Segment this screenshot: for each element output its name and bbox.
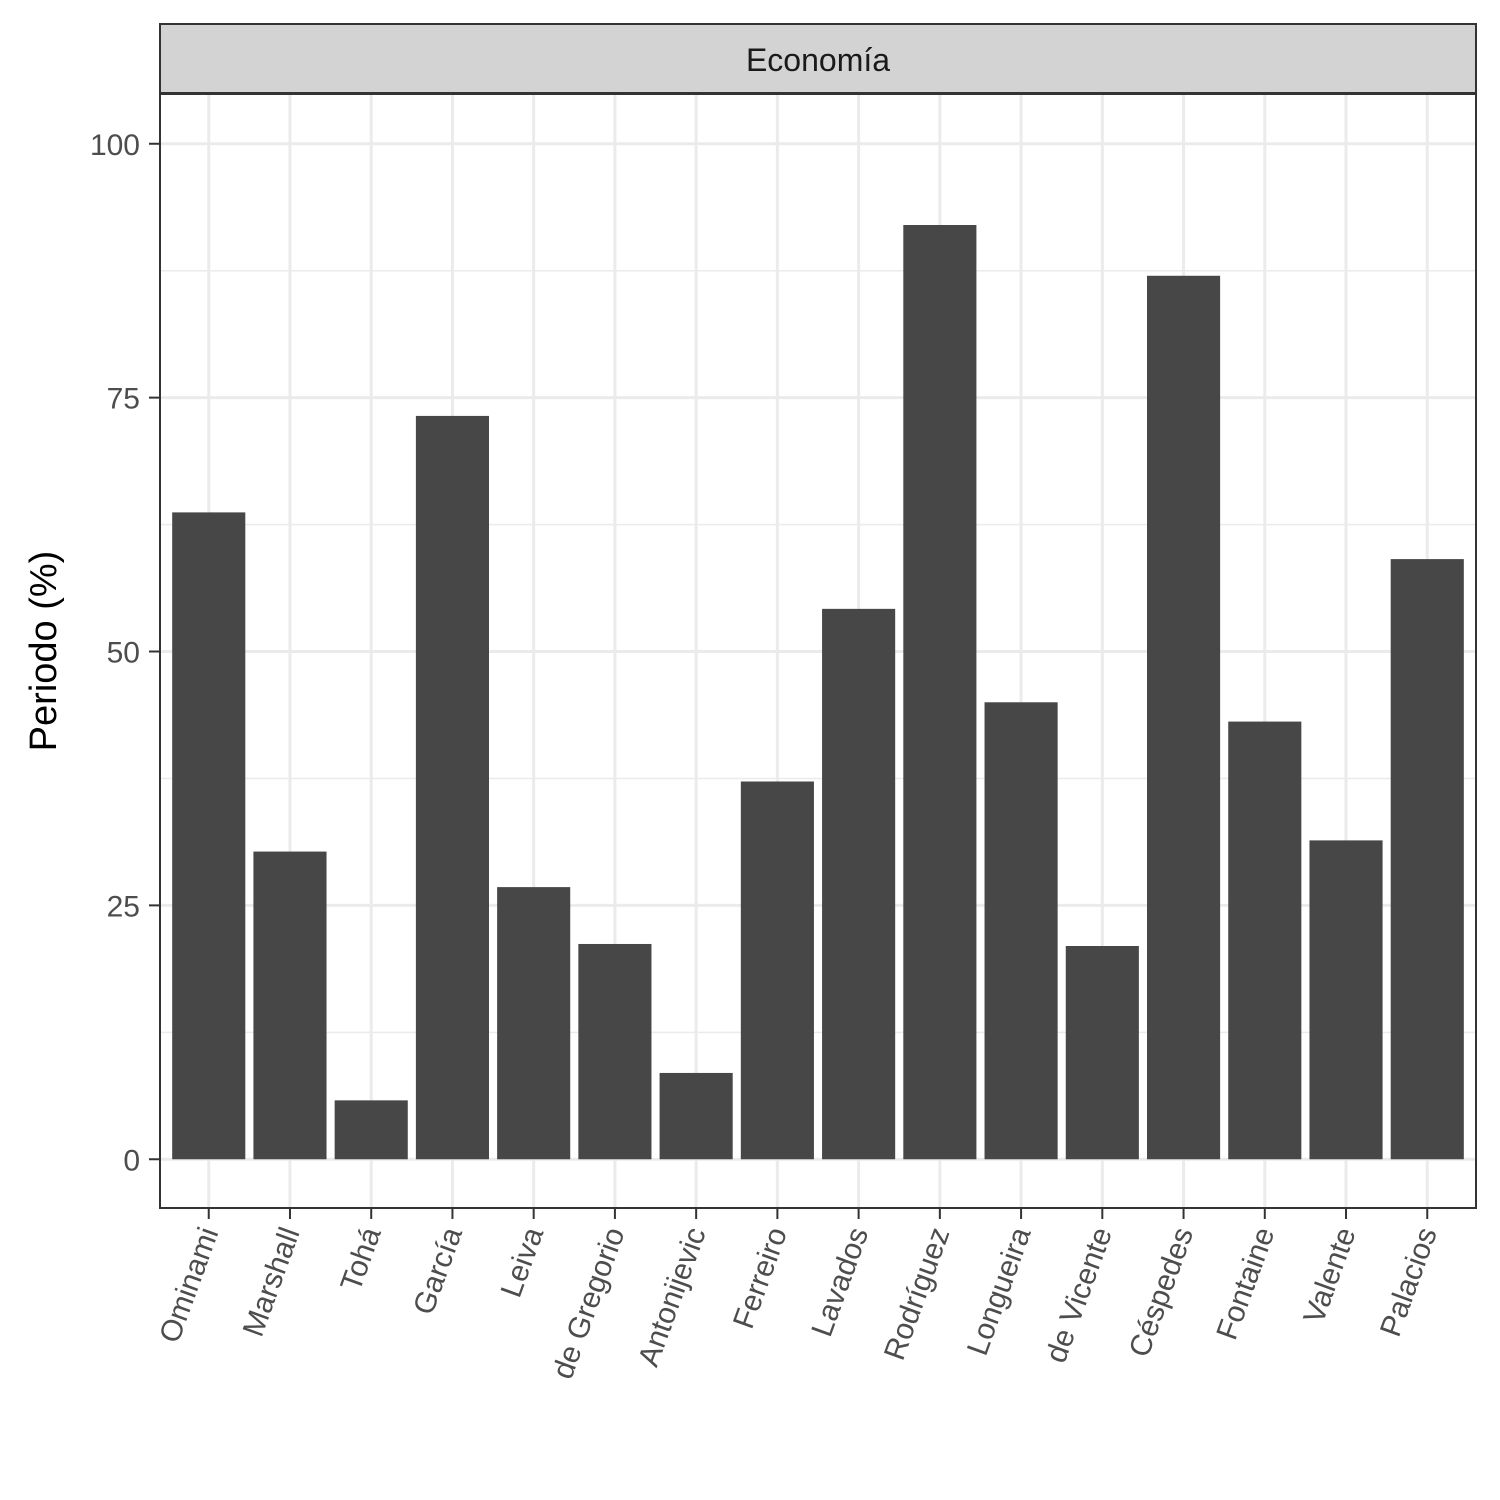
x-tick-label: Palacios [1374,1223,1444,1341]
bar [253,851,327,1160]
bar [659,1072,733,1160]
x-tick-label: Rodríguez [878,1223,956,1364]
bar [1390,559,1464,1160]
facet-label: Economía [746,42,890,78]
bar [1147,275,1221,1160]
x-tick-label: Longueira [961,1223,1038,1360]
x-tick-label: Tohá [335,1223,388,1296]
x-tick-label: Ominami [153,1223,225,1347]
bar [415,415,489,1160]
x-tick-label: Marshall [237,1223,307,1341]
x-tick-label: Leiva [495,1223,551,1302]
x-tick-label: García [407,1223,469,1319]
bar [334,1100,408,1160]
x-tick-label: Fontaine [1210,1223,1281,1344]
x-tick-label: Ferreiro [727,1223,794,1333]
y-tick-label: 75 [107,383,140,416]
bar [903,224,977,1160]
y-tick-label: 25 [107,890,140,923]
bar [497,887,571,1160]
facet-strip [159,23,1477,94]
bar [822,608,896,1160]
y-tick-label: 100 [90,129,140,162]
x-tick-label: Céspedes [1123,1223,1200,1361]
y-axis-title: Periodo (%) [23,551,65,752]
y-axis: 0 25 50 75 100 [90,129,160,1177]
bar [172,512,246,1160]
x-tick-label: Antonijevic [632,1223,713,1371]
bar [1065,946,1139,1160]
x-tick-label: de Gregorio [546,1223,631,1383]
x-tick-label: Valente [1298,1223,1363,1328]
bar [984,702,1058,1160]
y-tick-label: 50 [107,637,140,670]
bar [578,943,652,1160]
bar [1309,840,1383,1160]
bar [1228,721,1302,1160]
bar [740,781,814,1160]
y-tick-label: 0 [123,1144,140,1177]
x-tick-label: Lavados [805,1223,875,1341]
x-tick-label: de Vicente [1040,1223,1119,1367]
bars [172,224,1464,1160]
